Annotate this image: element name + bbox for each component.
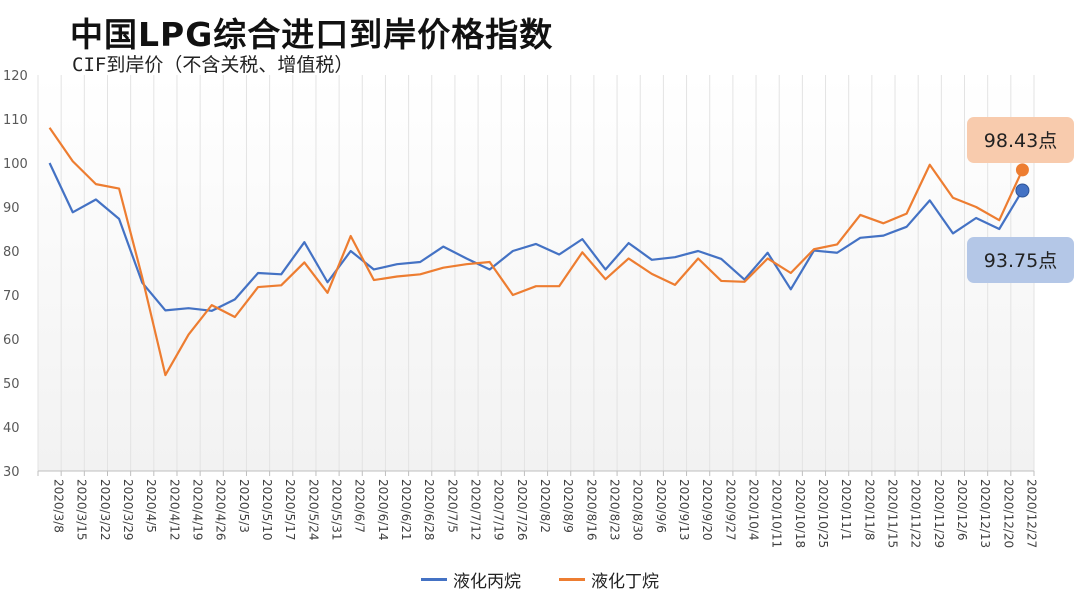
x-tick-label: 2020/9/27 [723, 479, 737, 541]
x-tick-label: 2020/8/2 [538, 479, 552, 533]
x-tick-label: 2020/3/15 [75, 479, 89, 541]
x-tick-label: 2020/12/13 [978, 479, 992, 548]
x-tick-label: 2020/7/19 [492, 479, 506, 541]
x-tick-label: 2020/4/5 [144, 479, 158, 533]
y-tick-label: 120 [3, 69, 28, 84]
x-tick-label: 2020/10/25 [816, 479, 830, 548]
chart-title: 中国LPG综合进口到岸价格指数 [70, 15, 554, 54]
x-tick-label: 2020/4/19 [191, 479, 205, 541]
legend-label-propane: 液化丙烷 [453, 572, 521, 592]
x-tick-label: 2020/5/10 [260, 479, 274, 541]
x-tick-label: 2020/11/29 [932, 479, 946, 548]
callout-propane-label: 93.75点 [984, 250, 1057, 272]
legend-item-propane[interactable]: 液化丙烷 [421, 567, 521, 592]
x-tick-label: 2020/11/1 [839, 479, 853, 541]
x-tick-label: 2020/5/31 [330, 479, 344, 541]
x-tick-label: 2020/12/20 [1001, 479, 1015, 548]
x-tick-label: 2020/6/28 [422, 479, 436, 541]
end-marker-propane [1015, 183, 1030, 198]
x-tick-label: 2020/5/3 [237, 479, 251, 533]
x-tick-label: 2020/10/18 [793, 479, 807, 548]
x-tick-label: 2020/9/20 [700, 479, 714, 541]
y-tick-label: 60 [3, 333, 20, 348]
series-line-propane [48, 162, 1024, 312]
x-tick-label: 2020/7/12 [469, 479, 483, 541]
legend: 液化丙烷 液化丁烷 [0, 567, 1080, 592]
legend-label-butane: 液化丁烷 [591, 572, 659, 592]
y-tick-label: 40 [3, 421, 20, 436]
x-tick-label: 2020/4/12 [167, 479, 181, 541]
x-tick-label: 2020/11/15 [885, 479, 899, 548]
x-tick-label: 2020/3/8 [52, 479, 66, 533]
y-tick-label: 70 [3, 289, 20, 304]
x-tick-label: 2020/12/27 [1024, 479, 1038, 548]
x-tick-label: 2020/8/30 [631, 479, 645, 541]
x-tick-label: 2020/11/22 [909, 479, 923, 548]
x-tick-label: 2020/5/24 [306, 479, 320, 541]
x-tick-label: 2020/3/29 [121, 479, 135, 541]
axes: 30 40 50 60 70 80 90 100 110 120 2020/3/8 2020/3/15… [3, 69, 1038, 548]
legend-item-butane[interactable]: 液化丁烷 [559, 567, 659, 592]
callout-propane-box [967, 237, 1074, 283]
x-tick-label: 2020/3/22 [98, 479, 112, 541]
plot-area-background [38, 75, 1034, 471]
x-tick-label: 2020/10/4 [746, 479, 760, 541]
callout-butane-box [967, 117, 1074, 163]
x-tick-label: 2020/8/16 [584, 479, 598, 541]
x-tick-label: 2020/6/21 [399, 479, 413, 541]
x-tick-label: 2020/9/13 [677, 479, 691, 541]
callouts: 98.43点 93.75点 [967, 117, 1074, 283]
x-tick-label: 2020/6/7 [353, 479, 367, 533]
x-tick-label: 2020/10/11 [770, 479, 784, 548]
x-tick-label: 2020/5/17 [283, 479, 297, 541]
y-tick-label: 80 [3, 245, 20, 260]
x-tick-label: 2020/6/14 [376, 479, 390, 541]
x-tick-label: 2020/4/26 [214, 479, 228, 541]
y-tick-label: 110 [3, 113, 28, 128]
x-tick-label: 2020/9/6 [654, 479, 668, 533]
x-tick-label: 2020/11/8 [862, 479, 876, 541]
y-tick-label: 100 [3, 157, 28, 172]
x-tick-label: 2020/8/23 [607, 479, 621, 541]
end-marker-butane [1015, 163, 1029, 177]
x-tick-label: 2020/7/26 [515, 479, 529, 541]
x-tick-label: 2020/12/6 [955, 479, 969, 541]
x-tick-label: 2020/7/5 [445, 479, 459, 533]
x-tick-label: 2020/8/9 [561, 479, 575, 533]
chart-subtitle: CIF到岸价（不含关税、增值税） [72, 54, 354, 76]
legend-swatch-butane [559, 578, 585, 581]
y-tick-label: 90 [3, 201, 20, 216]
callout-butane-label: 98.43点 [984, 130, 1057, 152]
series-lines [48, 127, 1024, 377]
y-tick-label: 50 [3, 377, 20, 392]
y-tick-label: 30 [3, 465, 20, 480]
legend-swatch-propane [421, 578, 447, 581]
series-line-butane [48, 127, 1024, 377]
